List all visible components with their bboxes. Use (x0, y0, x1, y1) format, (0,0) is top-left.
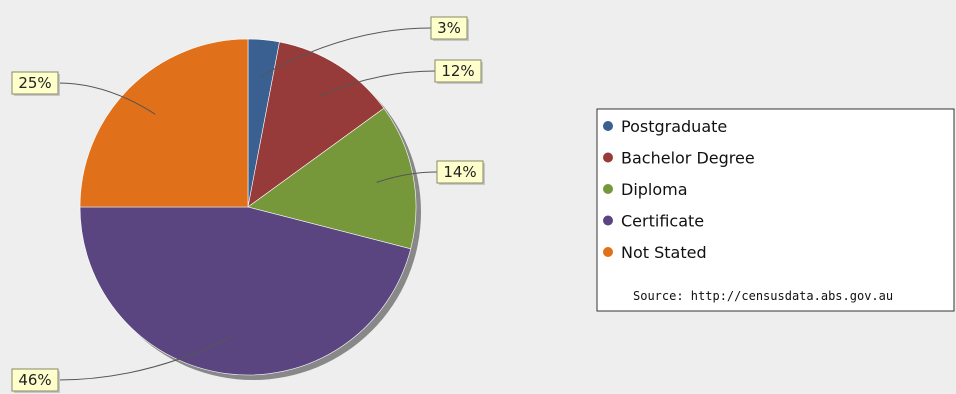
slice-label-certificate: 46% (11, 368, 60, 393)
legend-swatch (603, 152, 613, 163)
legend-item-postgraduate: Postgraduate (603, 117, 727, 136)
legend-items: Postgraduate Bachelor Degree Diploma Certif… (603, 117, 755, 262)
pie-slice-not-stated (79, 38, 249, 208)
slice-label-postgraduate: 3% (430, 16, 469, 41)
slice-label-box (436, 160, 484, 184)
slice-label-box (434, 59, 482, 83)
slice-label-text: 46% (18, 371, 51, 389)
slice-label-box (430, 16, 468, 40)
pie-slice-certificate (79, 206, 412, 376)
slice-labels: 3% 12% 14% 46% 25% (11, 16, 485, 393)
legend-source-note: Source: http://censusdata.abs.gov.au (633, 289, 893, 303)
legend-swatch (603, 215, 613, 226)
pie-slice-bachelor-degree (247, 41, 385, 208)
legend-item-not-stated: Not Stated (603, 243, 707, 262)
pie-slice-diploma (247, 107, 417, 250)
label-leader-certificate (57, 336, 232, 381)
legend: Postgraduate Bachelor Degree Diploma Certif… (596, 108, 955, 312)
slice-label-box (11, 71, 59, 95)
label-leader-not-stated (57, 82, 156, 115)
legend-label: Certificate (621, 212, 704, 231)
legend-swatch (603, 121, 613, 131)
legend-label: Not Stated (621, 243, 707, 262)
legend-label: Diploma (621, 180, 688, 199)
label-leader-diploma (376, 171, 438, 183)
legend-item-diploma: Diploma (603, 180, 688, 199)
label-leader-bachelor-degree (318, 70, 436, 97)
slice-label-text: 12% (441, 62, 474, 80)
slice-label-text: 14% (443, 163, 476, 181)
pie-slices (79, 38, 417, 376)
legend-box (596, 108, 955, 312)
slice-label-not-stated: 25% (11, 71, 60, 96)
legend-swatch (603, 247, 613, 257)
legend-label: Postgraduate (621, 117, 727, 136)
legend-swatch (603, 184, 613, 194)
slice-label-box (11, 368, 59, 392)
slice-label-diploma: 14% (436, 160, 485, 185)
legend-item-bachelor-degree: Bachelor Degree (603, 149, 755, 168)
legend-item-certificate: Certificate (603, 212, 704, 231)
legend-label: Bachelor Degree (621, 149, 755, 168)
slice-label-bachelor-degree: 12% (434, 59, 483, 84)
label-leader-postgraduate (260, 27, 432, 77)
slice-label-text: 25% (18, 74, 51, 92)
slice-label-text: 3% (437, 19, 461, 37)
label-leaders (57, 27, 438, 381)
